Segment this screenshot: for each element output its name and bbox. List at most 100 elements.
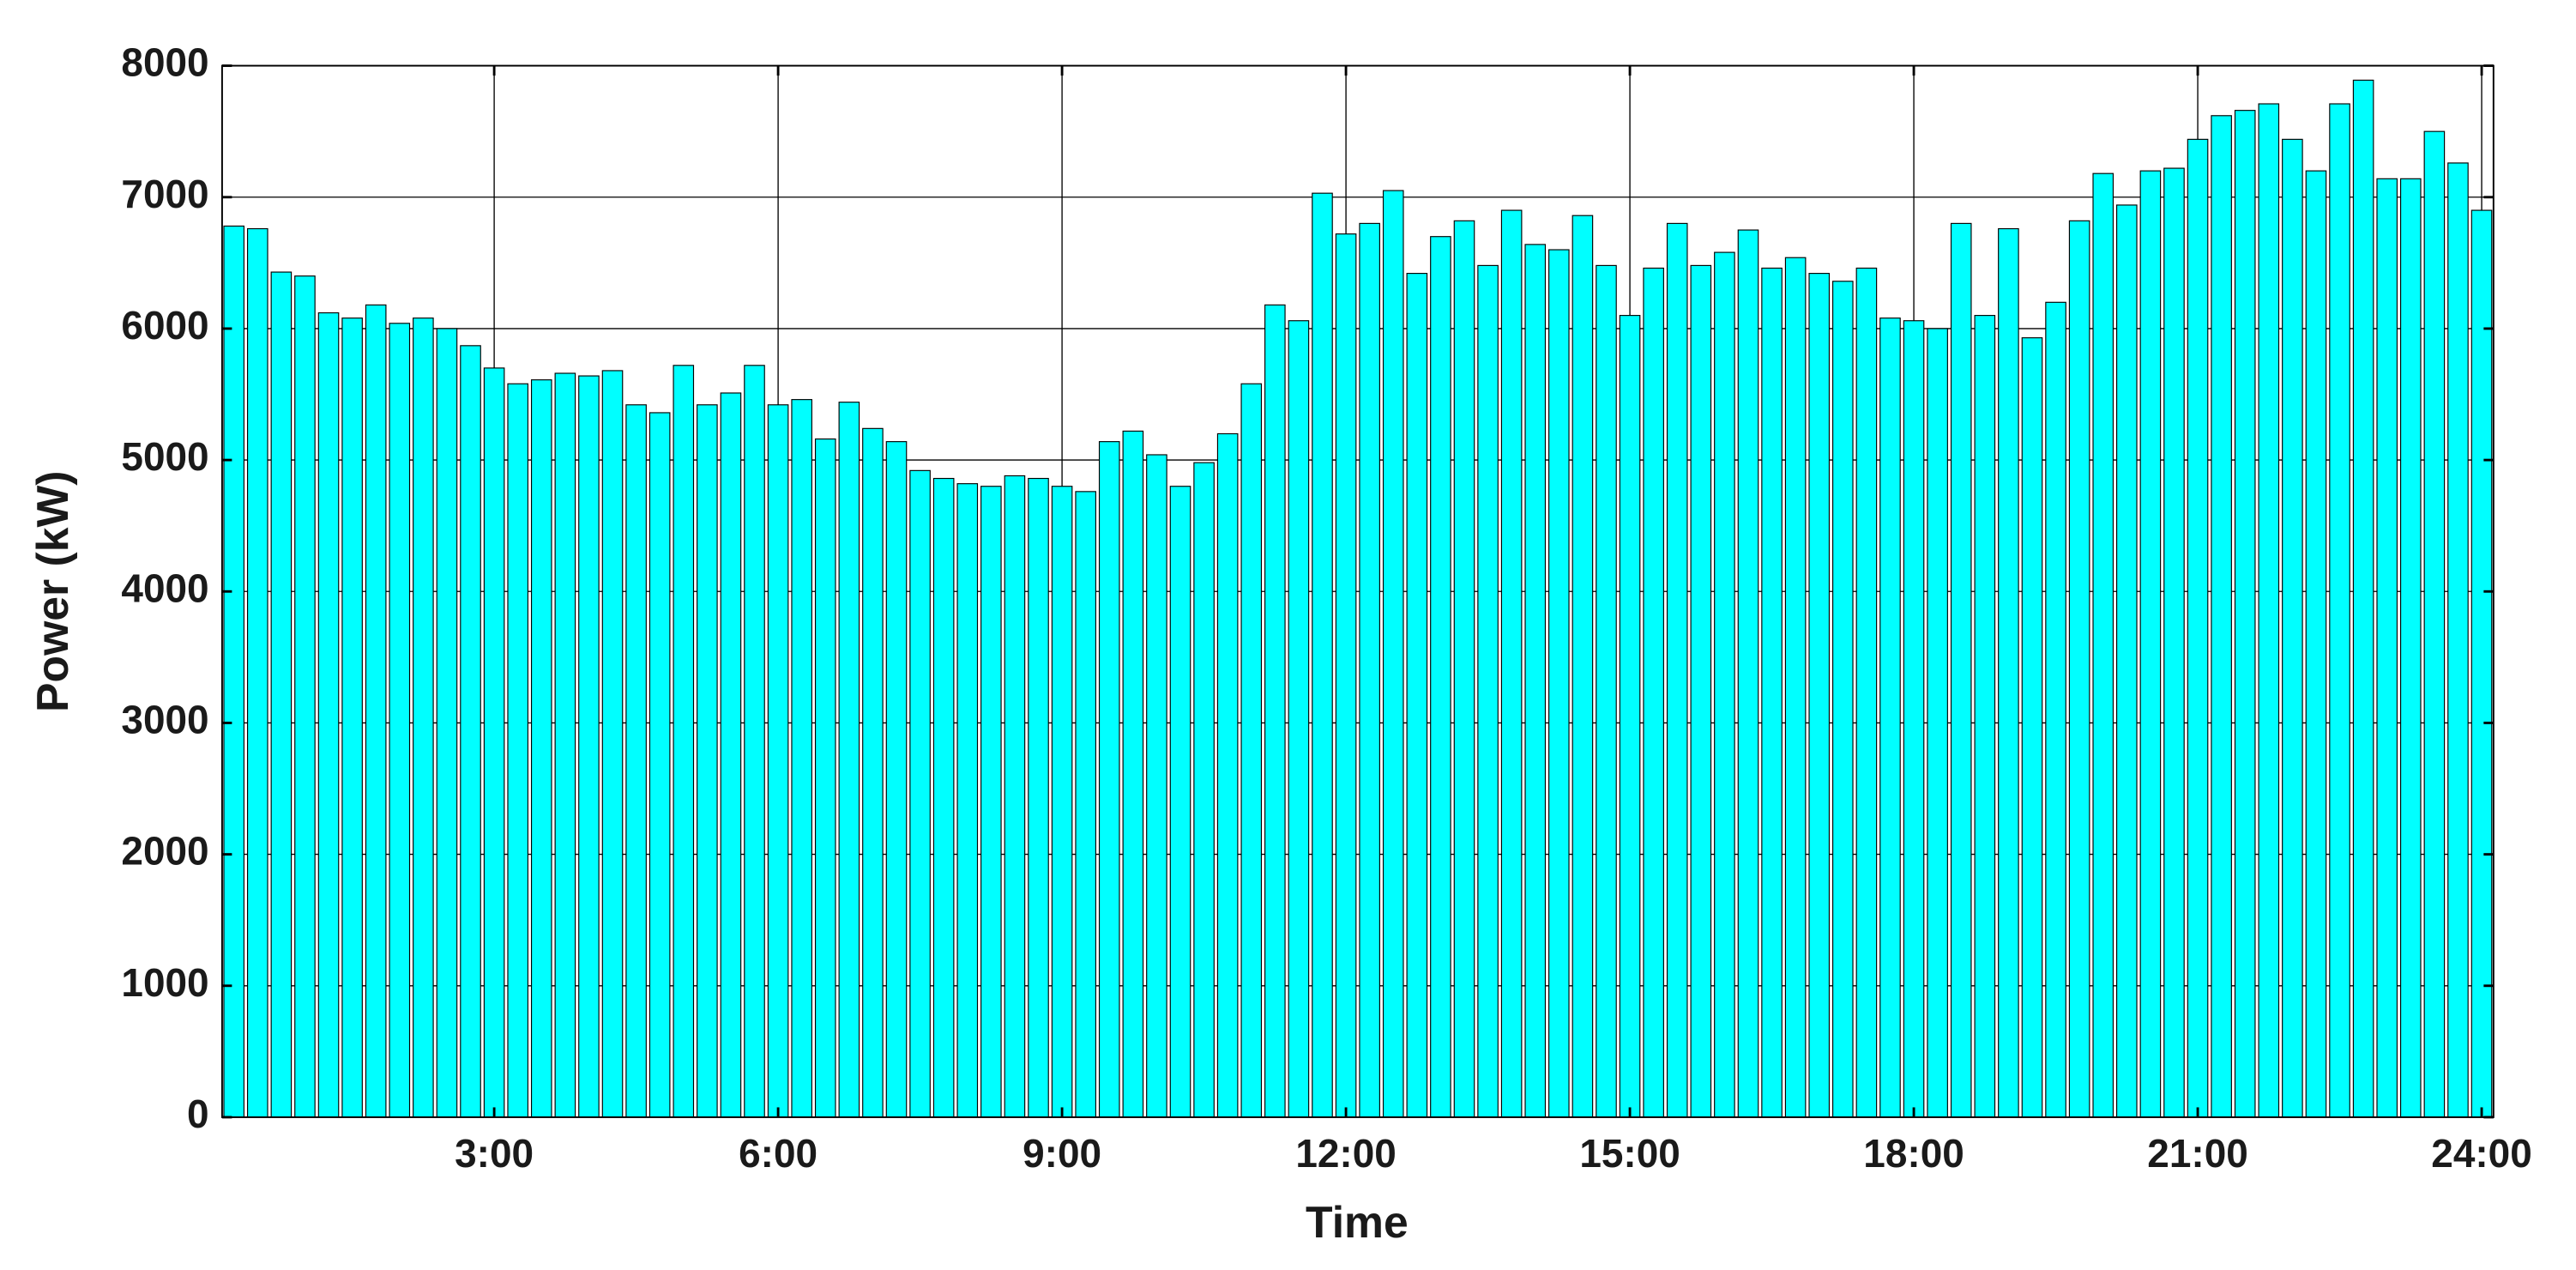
bar [2423,130,2446,1118]
bar [720,392,742,1118]
bar [1312,192,1333,1118]
bar [2447,162,2469,1118]
bar [1382,190,1404,1118]
bar [1075,491,1096,1118]
bar [1832,281,1854,1118]
bar [1784,257,1807,1118]
bar [1596,264,1617,1118]
y-tick-label: 6000 [121,303,208,348]
x-tick-label: 21:00 [2147,1131,2247,1176]
bar [2376,178,2398,1118]
bar [389,323,411,1118]
bar [1051,486,1073,1118]
bar [1808,273,1831,1118]
bar [1169,486,1191,1118]
bar [436,328,458,1118]
bar [1146,454,1167,1118]
bar [1761,267,1783,1118]
y-tick-label: 3000 [121,698,208,742]
bar [1619,315,1641,1118]
bar [980,486,1002,1118]
bar [2352,79,2374,1118]
bar [530,379,552,1118]
bar [838,402,860,1118]
bar [1288,320,1310,1118]
y-tick-label: 0 [187,1092,209,1136]
bar [2211,115,2232,1118]
y-tick-label: 5000 [121,434,208,479]
bar [246,227,268,1118]
bar [2045,301,2066,1118]
bar [2116,204,2138,1118]
bar [1004,475,1026,1118]
y-axis-label: Power (kW) [27,471,77,712]
bar [2470,209,2493,1118]
bar [1879,318,1901,1118]
bar [909,469,931,1118]
bar [932,477,955,1118]
bar [814,438,836,1118]
y-tick-label: 7000 [121,172,208,216]
bar [2021,337,2043,1118]
bar [1974,315,1996,1118]
bar [2139,170,2162,1118]
bar [365,304,387,1118]
bar [1406,273,1428,1118]
bar [2282,138,2303,1118]
bar [1122,430,1144,1118]
bar [2234,110,2256,1118]
x-tick-label: 9:00 [1023,1131,1101,1176]
bar [649,412,671,1118]
x-tick-label: 6:00 [739,1131,817,1176]
bar [1453,220,1475,1118]
bar [744,365,765,1118]
bar [483,367,505,1118]
x-tick-label: 18:00 [1863,1131,1964,1176]
bar [413,318,434,1118]
bar [862,427,884,1118]
bar [1950,222,1972,1118]
bar [1690,264,1712,1118]
bar [791,399,812,1118]
bar [294,275,316,1118]
bar [1714,251,1735,1118]
bar [1927,328,1948,1118]
bar [554,372,576,1118]
bar [2092,172,2114,1118]
bar [460,345,481,1118]
bar [697,404,718,1118]
bar [223,225,245,1118]
bar [1028,477,1049,1118]
bar [1500,209,1523,1118]
bar [341,318,363,1118]
bar [1572,215,1594,1118]
bar [1264,304,1286,1118]
bar [1477,264,1499,1118]
bar [1359,222,1380,1118]
x-axis-label: Time [1306,1197,1409,1247]
y-tick-label: 8000 [121,40,208,85]
bar [885,441,908,1118]
bar [1335,233,1357,1118]
y-tick-label: 4000 [121,565,208,610]
bar [2068,220,2090,1118]
bar [2329,103,2350,1118]
bar [1855,267,1878,1118]
bar [1524,244,1547,1118]
bar [1240,383,1263,1118]
y-tick-label: 1000 [121,960,208,1005]
bar [317,311,340,1118]
bar [1666,222,1688,1118]
bar [1098,441,1120,1118]
x-tick-label: 24:00 [2431,1131,2532,1176]
bar [1216,432,1239,1118]
bar [2187,138,2209,1118]
bar [1903,320,1925,1118]
bar [601,370,624,1118]
bar [1737,229,1759,1118]
bar [2258,103,2280,1118]
bar [625,404,647,1118]
bar [673,365,695,1118]
bar [1643,267,1664,1118]
